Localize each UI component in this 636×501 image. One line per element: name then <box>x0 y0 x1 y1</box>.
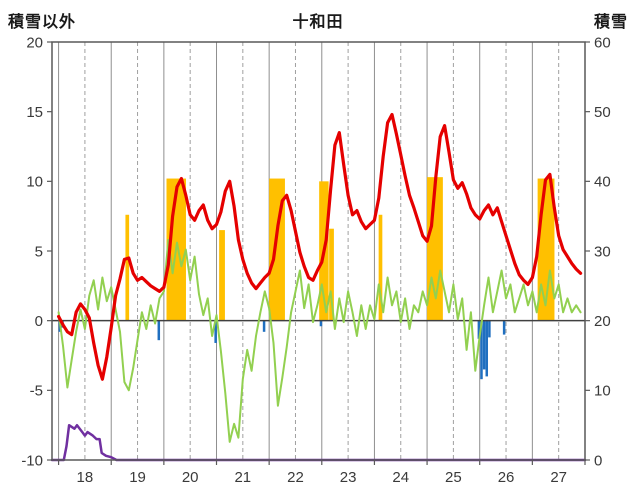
left-tick-label: 10 <box>26 174 43 191</box>
x-tick-label: 26 <box>498 469 515 486</box>
orange-bars <box>219 230 225 321</box>
blue-bars <box>502 320 506 335</box>
right-tick-label: 40 <box>594 174 611 191</box>
blue-bars <box>480 320 483 380</box>
right-tick-label: 20 <box>594 313 611 330</box>
x-tick-label: 25 <box>445 469 462 486</box>
orange-bars <box>378 214 383 321</box>
x-tick-label: 20 <box>182 469 199 486</box>
chart-title: 十和田 <box>292 14 344 31</box>
blue-bars <box>485 320 489 377</box>
blue-bars <box>214 320 217 343</box>
x-tick-label: 23 <box>340 469 357 486</box>
left-tick-label: 15 <box>26 104 43 121</box>
right-tick-label: 50 <box>594 104 611 121</box>
left-tick-label: -5 <box>30 383 43 400</box>
right-tick-label: 30 <box>594 243 611 260</box>
left-tick-label: -10 <box>21 452 43 469</box>
right-axis-label: 積雪 <box>593 14 628 31</box>
blue-bars <box>262 320 266 332</box>
right-tick-label: 0 <box>594 452 602 469</box>
right-tick-label: 60 <box>594 34 611 51</box>
blue-bars <box>477 320 481 339</box>
red-line <box>56 112 583 381</box>
green-line <box>57 238 582 443</box>
left-tick-label: 5 <box>35 243 43 260</box>
blue-bars <box>482 320 486 370</box>
x-tick-label: 24 <box>392 469 409 486</box>
orange-bars <box>329 228 334 321</box>
plot-border <box>51 41 586 461</box>
left-tick-label: 0 <box>35 313 43 330</box>
x-tick-label: 19 <box>129 469 146 486</box>
purple-line <box>50 423 587 462</box>
orange-bars <box>125 214 130 321</box>
blue-bars <box>319 320 323 327</box>
left-tick-label: 20 <box>26 34 43 51</box>
x-tick-label: 27 <box>550 469 567 486</box>
x-tick-label: 22 <box>287 469 304 486</box>
x-tick-label: 18 <box>77 469 94 486</box>
right-tick-label: 10 <box>594 383 611 400</box>
blue-bars <box>157 320 161 341</box>
left-axis-label: 積雪以外 <box>8 14 77 31</box>
x-tick-label: 21 <box>234 469 251 486</box>
blue-bars <box>488 320 491 338</box>
